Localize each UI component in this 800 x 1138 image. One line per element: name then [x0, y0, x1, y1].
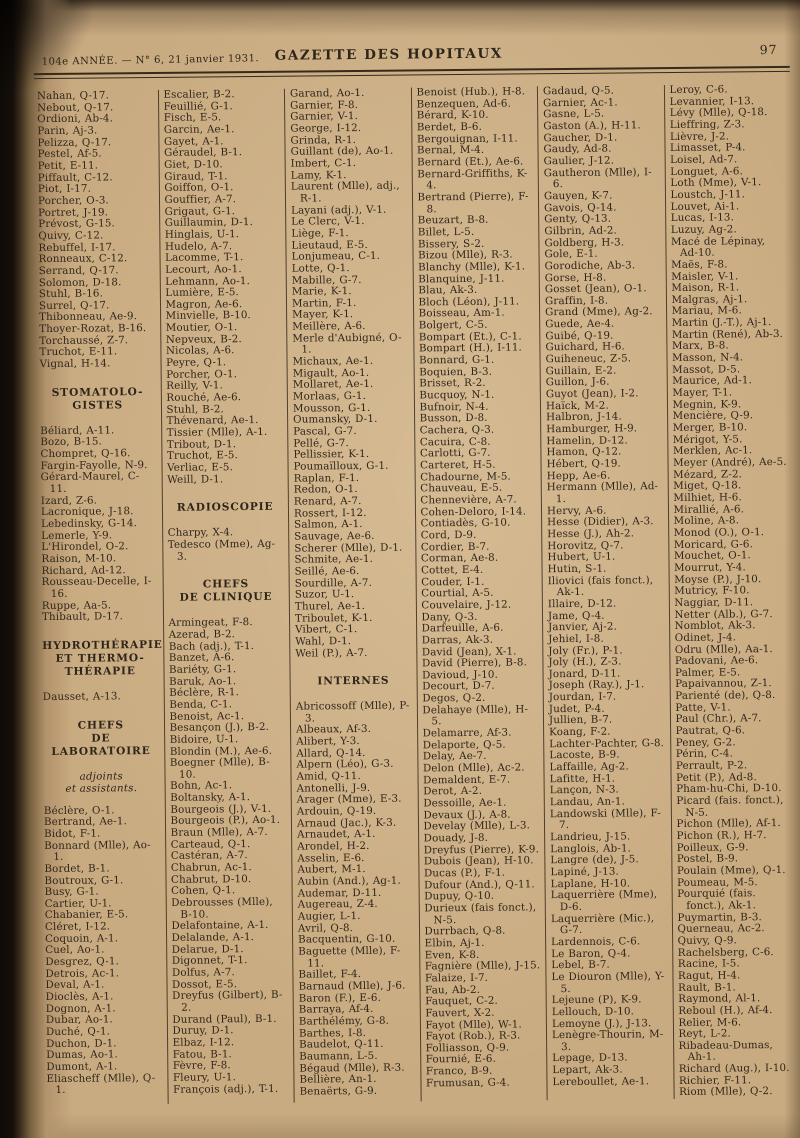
entry-group: Gadaud, Q-5. Garnier, Ac-1. Gasne, L-5. Gas… — [543, 85, 668, 1089]
section-heading-line: ET THERMO- — [55, 651, 145, 665]
directory-entry: Weill, D-1. — [167, 472, 224, 486]
directory-entry: Macé de Lépinay, Ad-10. — [670, 234, 766, 260]
directory-column-4: Benoist (Hub.), H-8. Benzequen, Ad-6. Béra… — [410, 85, 547, 1102]
section-heading-line: STOMATOLO- — [51, 385, 144, 399]
section-heading: INTERNES — [296, 675, 412, 689]
issue-info: 104e ANNÉE. — N° 6, 21 janvier 1931. — [41, 53, 260, 68]
directory-entry: Gérard-Maurel, C-11. — [40, 470, 140, 496]
directory-entry: Lereboullet, Ae-1. — [552, 1075, 650, 1088]
entry-group: Garand, Ao-1. Garnier, F-8. Garnier, V-1. G… — [290, 87, 411, 660]
directory-column-6: Leroy, C-6. Levannier, I-13. Lévy (Mlle), … — [663, 83, 800, 1100]
directory-entry: Merle d'Aubigné, O-1. — [292, 331, 402, 356]
directory-entry: Benaërts, G-9. — [299, 1084, 378, 1098]
directory-entry: Rousseau-Decelle, I-16. — [41, 575, 152, 600]
directory-entry: Delahaye (Mlle), H-5. — [422, 703, 529, 728]
directory-entry: Iliovici (fais fonct.), Ak-1. — [547, 573, 654, 599]
section-heading-line: HYDROTHÉRAPIE — [42, 638, 163, 652]
directory-entry: Hermann (Mlle), Ad-1. — [546, 480, 659, 506]
directory-entry: Riom (Mlle), Q-2. — [679, 1085, 773, 1099]
directory-entry: Thibault, D-17. — [41, 610, 124, 624]
directory-entry: Bonnard (Mlle), Ao-1. — [44, 838, 151, 864]
directory-entry: Boegner (Mlle), B-10. — [169, 756, 270, 781]
section-heading-line: RADIOSCOPIE — [176, 501, 274, 515]
directory-entry: Ribadeau-Dumas, Ah-1. — [678, 1038, 774, 1064]
section-heading: RADIOSCOPIE — [167, 501, 283, 515]
directory-columns: Nahan, Q-17. Nebout, Q-17. Ordioni, Ab-4. P… — [32, 83, 800, 1105]
directory-entry: Pourquié (fais. fonct.), Ak-1. — [677, 887, 757, 912]
header-double-rule — [33, 65, 790, 80]
directory-entry: Tedesco (Mme), Ag-3. — [167, 537, 276, 563]
directory-entry: Debrousses (Mlle), B-10. — [171, 895, 273, 921]
directory-entry: Baguette (Mlle), F-11. — [298, 944, 401, 970]
directory-entry: Bertrand (Pierre), F-8. — [417, 190, 529, 215]
entry-group: Dausset, A-13. — [42, 690, 159, 704]
section-subheading-line: et assistants. — [65, 782, 138, 795]
directory-entry: Frumusan, G-4. — [425, 1076, 510, 1090]
directory-column-3: Garand, Ao-1. Garnier, F-8. Garnier, V-1. G… — [283, 87, 421, 1103]
directory-entry: Dausset, A-13. — [42, 690, 121, 703]
section-heading-line: GISTES — [72, 399, 124, 412]
section-subheading: adjoints et assistants. — [43, 771, 159, 796]
entry-group: Béliard, A-11. Bozo, B-15. Chompret, Q-16.… — [40, 424, 157, 624]
section-heading: CHEFS DE CLINIQUE — [168, 578, 284, 605]
directory-entry: Laurent (Mlle), adj., R-1. — [290, 179, 400, 205]
journal-title: GAZETTE DES HOPITAUX — [274, 45, 503, 64]
directory-entry: Le Diouron (Mlle), Y-5. — [551, 969, 665, 995]
entry-group: Benoist (Hub.), H-8. Benzequen, Ad-6. Béra… — [416, 85, 541, 1090]
directory-entry: François (adj.), T-1. — [172, 1082, 279, 1096]
section-heading-line: THÉRAPIE — [64, 665, 136, 678]
directory-entry: Abricossoff (Mlle), P-3. — [295, 699, 410, 725]
section-heading-line: CHEFS — [202, 578, 250, 591]
page-number: 97 — [759, 41, 778, 58]
directory-entry: Eliascheff (Mlle), Q-1. — [46, 1071, 156, 1097]
directory-entry: Weil (P.), A-7. — [295, 646, 368, 660]
directory-entry: Landowski (Mlle), F-7. — [549, 806, 662, 832]
section-heading: HYDROTHÉRAPIE ET THERMO- THÉRAPIE — [42, 638, 163, 679]
section-heading-line: CHEFS — [77, 718, 124, 732]
entry-group: Charpy, X-4. Tedesco (Mme), Ag-3. — [168, 527, 284, 563]
entry-group: Escalier, B-2. Feuillié, G-1. Fisch, E-5. G… — [163, 88, 282, 486]
entry-group: Armingeat, F-8. Azerad, B-2. Bach (adj.), … — [168, 616, 289, 1096]
directory-entry: Laquerrière (Mme), D-6. — [550, 888, 658, 914]
section-heading: STOMATOLO- GISTES — [40, 386, 156, 413]
directory-column-1: Nahan, Q-17. Nebout, Q-17. Ordioni, Ab-4. P… — [32, 89, 167, 1105]
directory-entry: Durieux (fais fonct.), N-5. — [424, 901, 537, 926]
section-subheading-line: adjoints — [79, 770, 124, 783]
entry-group: Leroy, C-6. Levannier, I-13. Lévy (Mlle), … — [669, 83, 794, 1099]
entry-group: Abricossoff (Mlle), P-3. Albeaux, Af-3. Al… — [295, 699, 415, 1098]
directory-entry: Gautheron (Mlle), I-6. — [543, 165, 652, 191]
directory-column-2: Escalier, B-2. Feuillié, G-1. Fisch, E-5. G… — [157, 88, 294, 1104]
section-heading: CHEFS DE LABORATOIRE — [43, 719, 159, 759]
directory-entry: Laquerrière (Mic.), G-7. — [550, 911, 655, 937]
directory-entry: Vignal, H-14. — [39, 357, 111, 371]
directory-entry: Lenègre-Thourin, M-3. — [551, 1028, 664, 1053]
directory-entry: Bernard-Griffiths, K-4. — [417, 166, 528, 192]
section-heading-line: DE LABORATOIRE — [51, 731, 151, 758]
directory-column-5: Gadaud, Q-5. Garnier, Ac-1. Gasne, L-5. Gas… — [536, 85, 674, 1101]
section-heading-line: DE CLINIQUE — [179, 591, 273, 605]
section-heading-line: INTERNES — [317, 674, 390, 688]
entry-group: Béclère, O-1. Bertrand, Ae-1. Bidot, F-1. B… — [44, 804, 162, 1098]
directory-entry: Dreyfus (Gilbert), B-2. — [172, 989, 283, 1014]
directory-entry: Picard (fais. fonct.), N-5. — [676, 793, 784, 819]
page-header: 104e ANNÉE. — N° 6, 21 janvier 1931. GAZ… — [41, 30, 781, 68]
entry-group: Nahan, Q-17. Nebout, Q-17. Ordioni, Ab-4. P… — [37, 89, 155, 371]
